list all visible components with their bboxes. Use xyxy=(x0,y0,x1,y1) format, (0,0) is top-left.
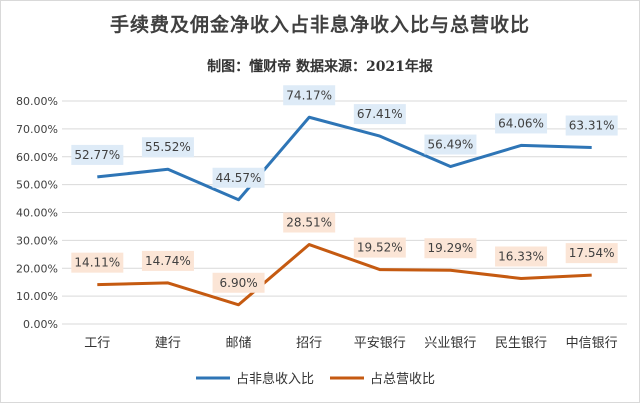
data-label: 55.52% xyxy=(145,140,191,154)
chart-title: 手续费及佣金净收入占非息净收入比与总营收比 xyxy=(109,14,530,36)
y-tick-label: 20.00% xyxy=(16,262,58,275)
y-tick-label: 50.00% xyxy=(16,179,58,192)
data-label: 14.74% xyxy=(145,254,191,268)
data-label-box xyxy=(212,167,265,188)
data-label: 17.54% xyxy=(569,246,615,260)
data-label-box xyxy=(565,115,618,136)
x-tick-label: 平安银行 xyxy=(354,336,406,351)
data-label-box xyxy=(495,246,548,267)
data-label-box xyxy=(565,243,618,264)
x-tick-label: 招行 xyxy=(296,336,322,351)
data-label: 52.77% xyxy=(74,148,120,162)
x-tick-label: 民生银行 xyxy=(495,336,547,351)
data-label: 14.11% xyxy=(74,256,120,270)
data-label-box xyxy=(141,250,194,271)
data-label: 56.49% xyxy=(428,138,474,152)
data-label-box xyxy=(424,134,477,155)
data-label: 74.17% xyxy=(286,88,332,102)
data-label-box xyxy=(353,237,406,258)
y-tick-label: 40.00% xyxy=(16,207,58,220)
series-line-1 xyxy=(97,115,592,202)
data-label-box xyxy=(141,137,194,158)
data-label: 64.06% xyxy=(498,116,544,130)
data-label-box xyxy=(71,144,124,165)
y-tick-label: 70.00% xyxy=(16,123,58,136)
data-label: 19.52% xyxy=(357,241,403,255)
data-label-box xyxy=(495,113,548,134)
x-tick-label: 中信银行 xyxy=(566,336,618,351)
data-label: 6.90% xyxy=(220,276,258,290)
data-label-box xyxy=(353,104,406,125)
data-label-box xyxy=(424,238,477,259)
data-label-box xyxy=(212,272,265,293)
chart-subtitle: 制图：懂财帝 数据来源：2021年报 xyxy=(207,59,433,75)
x-tick-label: 兴业银行 xyxy=(424,336,476,351)
x-tick-label: 邮储 xyxy=(226,336,252,351)
data-label: 44.57% xyxy=(216,171,262,185)
data-label-box xyxy=(283,212,336,233)
data-label: 67.41% xyxy=(357,107,403,121)
data-label: 16.33% xyxy=(498,249,544,263)
series-line-2 xyxy=(97,243,592,307)
data-label-box xyxy=(283,85,336,106)
y-tick-label: 60.00% xyxy=(16,151,58,164)
x-tick-label: 建行 xyxy=(155,336,181,351)
y-tick-label: 0.00% xyxy=(23,318,58,331)
data-label: 63.31% xyxy=(569,119,615,133)
y-tick-label: 80.00% xyxy=(16,95,58,108)
y-tick-label: 10.00% xyxy=(16,290,58,303)
y-tick-label: 30.00% xyxy=(16,234,58,247)
legend-label-1: 占非息收入比 xyxy=(236,371,314,387)
data-label: 28.51% xyxy=(286,216,332,230)
x-tick-label: 工行 xyxy=(84,336,110,351)
legend-label-2: 占总营收比 xyxy=(370,372,435,387)
data-label: 19.29% xyxy=(428,241,474,255)
data-label-box xyxy=(71,252,124,273)
